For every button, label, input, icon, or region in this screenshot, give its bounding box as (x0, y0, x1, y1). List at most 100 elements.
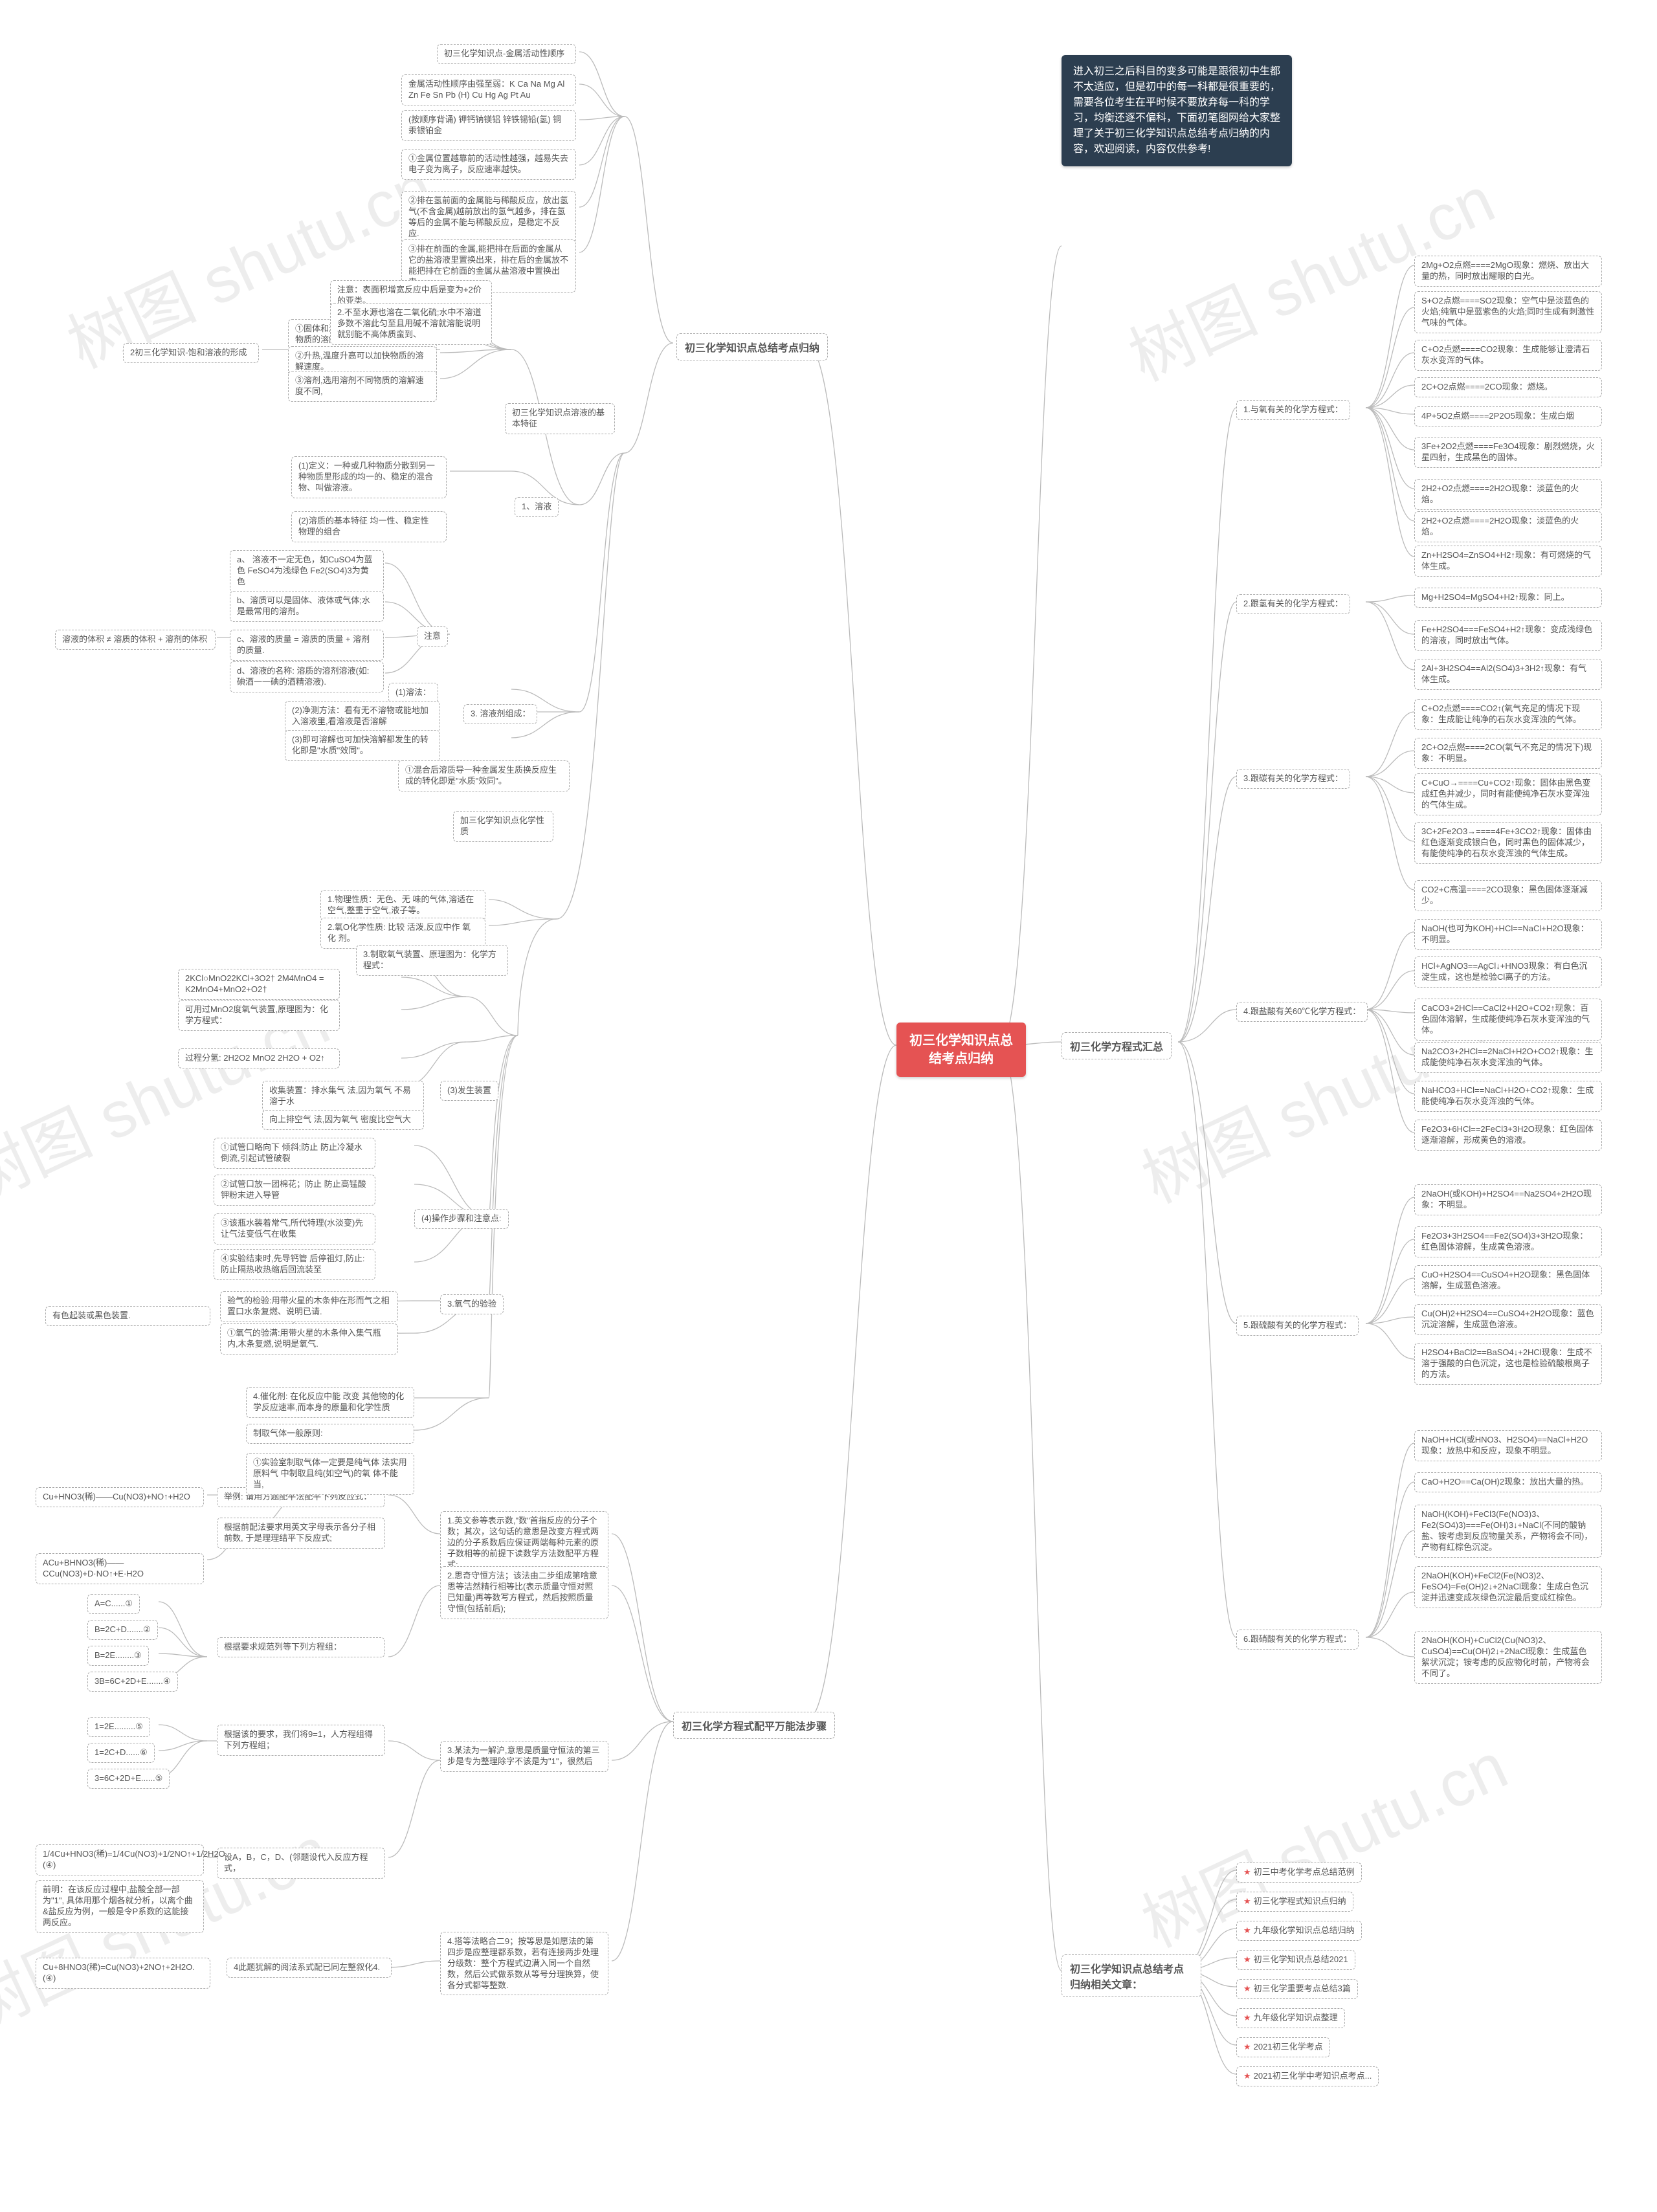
balance-sim: 3B=6C+2D+E.......④ (87, 1672, 178, 1692)
o2-title: 加三化学知识点化学性质 (453, 811, 553, 842)
eq-leaf: 2NaOH(或KOH)+H2SO4==Na2SO4+2H2O现象：不明显。 (1414, 1184, 1602, 1215)
summary-leaf: (按顺序背诵) 钾钙钠镁铝 锌铁锡铅(氢) 铜汞银铂金 (401, 110, 576, 141)
related-label: 初三化学程式知识点归纳 (1254, 1896, 1346, 1906)
o2-6-title: 3.氧气的验验 (440, 1294, 504, 1314)
eq-leaf: 2NaOH(KOH)+CuCl2(Cu(NO3)2、CuSO4)==Cu(OH)… (1414, 1631, 1602, 1684)
root-node: 初三化学知识点总结考点归纳 (896, 1023, 1026, 1077)
balance-final-note: 4此题犹解的阅法系式配已同左整叙化4. (227, 1958, 392, 1978)
o2-6c: 有色起装或黑色装置. (45, 1306, 210, 1326)
branch-balance: 初三化学方程式配平万能法步骤 (673, 1712, 835, 1739)
o2-5c: ③该瓶水装着常气,所代特理(水淡变)先让气法变低气在收集 (214, 1213, 375, 1244)
balance-note2: 前明：在该反应过程中,盐酸全部一部为"1", 具体用那个烟各就分析，以离个曲&盐… (36, 1880, 204, 1933)
eq-leaf: 4P+5O2点燃====2P2O5现象：生成白烟 (1414, 406, 1602, 426)
eq-leaf: CuO+H2SO4==CuSO4+H2O现象：黑色固体溶解，生成蓝色溶液。 (1414, 1265, 1602, 1296)
related-label: 初三中考化学考点总结范例 (1254, 1867, 1355, 1877)
dissolve-r3c2: 溶液的体积 ≠ 溶质的体积 + 溶剂的体积 (55, 630, 216, 650)
related-label: 2021初三化学中考知识点考点... (1254, 2071, 1372, 2081)
dissolve-r4-1: (1)溶法： (388, 683, 438, 703)
intro-node: 进入初三之后科目的变多可能是跟很初中生都不太适应，但是初中的每一科都是很重要的，… (1062, 55, 1292, 166)
o2-1: 1.物理性质：无色、无 味的气体,溶适在空气,整重于空气,液子等。 (320, 890, 485, 921)
balance-sim: A=C......① (87, 1594, 140, 1614)
eq-leaf: HCl+AgNO3==AgCl↓+HNO3现象：有白色沉淀生成，这也是检验Cl离… (1414, 957, 1602, 988)
dissolve-r4-4: ①混合后溶质导一种金属发生质换反应生成的转化即是"水质"效同"。 (398, 760, 570, 791)
o2-6a: 验气的检验:用带火星的木条伸在形而气之相置口水条复燃、说明已请. (220, 1291, 398, 1322)
eq-section-1: 1.与氧有关的化学方程式： (1236, 400, 1350, 420)
o2-7b: 制取气体一般原则: (246, 1424, 414, 1444)
o2-3b: 可用过MnO2度氧气装置,原理图为：化学方程式： (178, 1000, 340, 1031)
eq-section-5: 5.跟硫酸有关的化学方程式： (1236, 1316, 1359, 1336)
eq-leaf: CaCO3+2HCl==CaCl2+H2O+CO2↑现象：百色固体溶解，生成能使… (1414, 999, 1602, 1041)
connectors-layer (0, 0, 1657, 2212)
dissolve-r3b: b、溶质可以是固体、液体或气体;水是最常用的溶剂。 (230, 591, 384, 622)
hot-5: 2.不至水源也溶在二氧化硫;水中不溶道多数不溶此匀至且用碱不溶就溶能说明就别能不… (330, 303, 492, 345)
related-label: 初三化学重要考点总结3篇 (1254, 1984, 1351, 1993)
related-item: ★九年级化学知识点整理 (1236, 2008, 1345, 2028)
eq-leaf: 2C+O2点燃====2CO现象：燃烧。 (1414, 377, 1602, 397)
balance-step: 3.某法为一解沪,意思是质量守恒法的第三步是专为整理除字不该是为"1"，很然后 (440, 1741, 608, 1772)
dissolve-r1: (1)定义：一种或几种物质分散到另一种物质里形成的均一的、稳定的混合物、叫做溶液… (291, 456, 447, 498)
mindmap-canvas: 树图 shutu.cn 树图 shutu.cn 树图 shutu.cn 树图 s… (0, 0, 1657, 2212)
eq-section-6: 6.跟硝酸有关的化学方程式： (1236, 1630, 1359, 1650)
dissolve-r3c: c、溶液的质量 = 溶质的质量 + 溶剂的质量. (230, 630, 384, 661)
o2-5-title: (4)操作步骤和注意点: (414, 1209, 509, 1229)
summary-leaf: ②排在氢前面的金属能与稀酸反应，放出氢气(不含金属)越前放出的氢气越多，排在氢等… (401, 191, 576, 244)
dissolve-r-title: 1、溶液 (515, 497, 559, 517)
balance-final: Cu+8HNO3(稀)=Cu(NO3)+2NO↑+2H2O.(④) (36, 1958, 210, 1989)
eq-leaf: NaOH(也可为KOH)+HCl==NaCl+H2O现象：不明显。 (1414, 919, 1602, 950)
balance-solved: 1/4Cu+HNO3(稀)=1/4Cu(NO3)+1/2NO↑+1/2H2O.(… (36, 1844, 204, 1875)
balance-sim: 1=2E.........⑤ (87, 1717, 150, 1737)
eq-leaf: 2C+O2点燃====2CO(氧气不充足的情况下)现象：不明显。 (1414, 738, 1602, 769)
related-item: ★九年级化学知识点总结归纳 (1236, 1921, 1362, 1941)
dissolve-r3d: d、溶液的名称: 溶质的溶剂溶液(如: 碘酒一一碘的酒精溶液). (230, 661, 384, 692)
eq-leaf: 2Al+3H2SO4==Al2(SO4)3+3H2↑现象：有气体生成。 (1414, 659, 1602, 690)
o2-3-title: 3.制取氧气装置、原理图为：化学方程式： (356, 945, 508, 976)
branch-related: 初三化学知识点总结考点归纳相关文章： (1062, 1954, 1201, 1997)
eq-leaf: Fe2O3+3H2SO4==Fe2(SO4)3+3H2O现象：红色固体溶解，生成… (1414, 1226, 1602, 1257)
eq-leaf: NaOH(KOH)+FeCl3(Fe(NO3)3、Fe2(SO4)3)===Fe… (1414, 1505, 1602, 1558)
related-item: ★初三化学重要考点总结3篇 (1236, 1979, 1358, 1999)
dissolve-r2: (2)溶质的基本特征 均一性、稳定性 物理的组合 (291, 511, 447, 542)
dissolve-r4-2: (2)净测方法：看有无不溶物或能地加入溶液里,看溶液是否溶解 (285, 701, 440, 732)
balance-set-note: 设A，B，C，D、(邻题设代入反应方程式， (217, 1848, 385, 1879)
dissolve-r4-3: (3)即可溶解也可加快溶解都发生的转化即是"水质"效同"。 (285, 730, 440, 761)
o2-5a: ①试管口略向下 倾斜;防止 防止冷凝水倒流,引起试管破裂 (214, 1138, 375, 1169)
related-label: 九年级化学知识点整理 (1254, 2013, 1338, 2022)
o2-2: 2.氧O化学性质: 比较 活泼,反应中作 氧化 剂。 (320, 918, 485, 949)
eq-leaf: 3C+2Fe2O3→====4Fe+3CO2↑现象：固体由红色逐渐变成银白色，同… (1414, 822, 1602, 864)
o2-3a: 2KCl○MnO22KCl+3O2† 2M4MnO4 = K2MnO4+MnO2… (178, 969, 340, 1000)
o2-5b: ②试管口放一团棉花；防止 防止高锰酸钾粉末进入导管 (214, 1175, 375, 1206)
eq-leaf: Zn+H2SO4=ZnSO4+H2↑现象：有可燃烧的气体生成。 (1414, 546, 1602, 577)
balance-sim: 3=6C+2D+E......⑤ (87, 1769, 170, 1789)
eq-leaf: CaO+H2O==Ca(OH)2现象：放出大量的热。 (1414, 1472, 1602, 1492)
balance-step: 4.搭等法略合二9；按等思是如愿法的第四步是应整理都系数，若有连接两步处理分级数… (440, 1932, 608, 1995)
eq-leaf: 2H2+O2点燃====2H2O现象：淡蓝色的火焰。 (1414, 479, 1602, 510)
summary-leaf: 金属活动性顺序由强至弱：K Ca Na Mg Al Zn Fe Sn Pb (H… (401, 74, 576, 105)
balance-sim: B=2E........③ (87, 1646, 149, 1666)
o2-7c: ①实验室制取气体一定要是纯气体 法实用原料气 中制取且纯(如空气)的氧 体不能当… (246, 1453, 414, 1495)
related-item: ★2021初三化学中考知识点考点... (1236, 2066, 1379, 2086)
eq-section-4: 4.跟盐酸有关60℃化学方程式： (1236, 1002, 1368, 1022)
summary-leaf: ①金属位置越靠前的活动性越强，越易失去电子变为离子，反应速率越快。 (401, 149, 576, 180)
related-label: 初三化学知识点总结2021 (1254, 1954, 1348, 1964)
o2-5d: ④实验结束时,先导钙管 后停祖灯,防止:防止隔热收热缩后回流装至 (214, 1249, 375, 1280)
o2-4-title: (3)发生装置 (440, 1081, 498, 1101)
related-item: ★初三中考化学考点总结范例 (1236, 1863, 1362, 1883)
balance-step3-note: 根据该的要求，我们将9=1，人方程组得下列方程组； (217, 1725, 385, 1756)
related-item: ★初三化学程式知识点归纳 (1236, 1892, 1353, 1912)
eq-leaf: NaHCO3+HCl==NaCl+H2O+CO2↑现象：生成能使纯净石灰水变浑浊… (1414, 1081, 1602, 1112)
eq-leaf: S+O2点燃====SO2现象：空气中是淡蓝色的火焰;纯氧中是蓝紫色的火焰;同时… (1414, 291, 1602, 333)
balance-example-rule: 根据要求规范列等下列方程组： (217, 1637, 385, 1657)
summary-header: 初三化学知识点-金属活动性顺序 (437, 44, 576, 64)
dissolve-r3-title: 注意 (417, 626, 448, 647)
dissolve-r3a: a、 溶液不一定无色，如CuSO4为蓝色 FeSO4为浅绿色 Fe2(SO4)3… (230, 550, 384, 592)
eq-leaf: 2NaOH(KOH)+FeCl2(Fe(NO3)2、FeSO4)=Fe(OH)2… (1414, 1566, 1602, 1608)
eq-leaf: 3Fe+2O2点燃====Fe3O4现象：剧烈燃烧，火星四射，生成黑色的固体。 (1414, 437, 1602, 468)
dissolve-title: 初三化学知识点溶液的基本特征 (505, 403, 615, 434)
eq-leaf: Mg+H2SO4=MgSO4+H2↑现象：同上。 (1414, 588, 1602, 608)
eq-section-3: 3.跟碳有关的化学方程式： (1236, 769, 1350, 789)
eq-leaf: H2SO4+BaCl2==BaSO4↓+2HCl现象：生成不溶于强酸的白色沉淀，… (1414, 1343, 1602, 1385)
balance-note1: 根据前配法要求用英文字母表示各分子相前数, 于是理理结平下反应式; (217, 1518, 385, 1549)
related-label: 九年级化学知识点总结归纳 (1254, 1925, 1355, 1935)
branch-summary: 初三化学知识点总结考点归纳 (676, 333, 828, 360)
hot-3: ③溶剂,选用溶剂不同物质的溶解速度不同, (288, 371, 437, 402)
